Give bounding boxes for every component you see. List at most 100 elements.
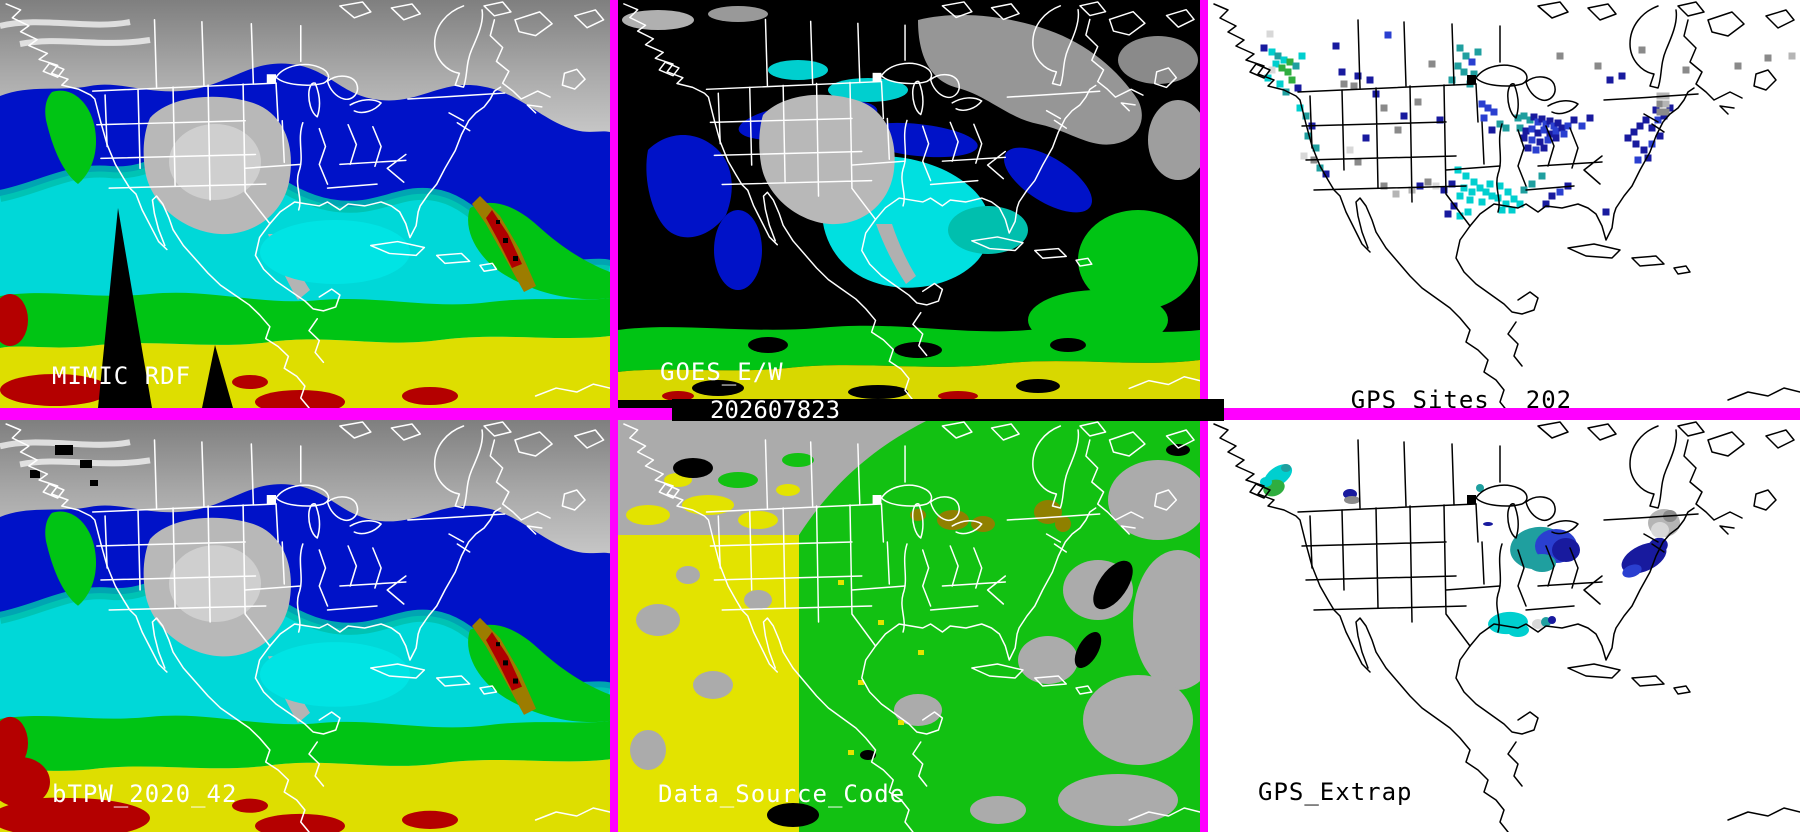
gps-site-dot <box>1666 104 1674 112</box>
panel-data-source-code: Data_Source_Code <box>618 420 1200 832</box>
gps-site-dot <box>1560 130 1568 138</box>
gps-site-dot <box>1478 198 1486 206</box>
gps-site-dot <box>1464 208 1472 216</box>
gps-site-dot <box>1444 210 1452 218</box>
gps-site-dot <box>1316 164 1324 172</box>
gps-site-dot <box>1570 116 1578 124</box>
gps-site-dot <box>1496 182 1504 190</box>
gps-extrap-blob <box>1622 564 1642 578</box>
gps-site-dot <box>1460 68 1468 76</box>
gps-site-dot <box>1470 70 1478 78</box>
gps-site-dot <box>1546 117 1554 125</box>
gps-site-dot <box>1294 84 1302 92</box>
gps-site-dot <box>1586 114 1594 122</box>
gps-site-dot <box>1642 116 1650 124</box>
gps-site-dot <box>1470 178 1478 186</box>
gps-site-dot <box>1450 202 1458 210</box>
gps-extrap-blob <box>1476 484 1484 492</box>
gps-extrap-blob <box>1548 616 1556 624</box>
gps-site-dot <box>1528 180 1536 188</box>
btpw-satellite-image <box>0 420 610 832</box>
gps-site-dot <box>1440 186 1448 194</box>
gps-site-dot <box>1488 192 1496 200</box>
gps-site-dot <box>1380 104 1388 112</box>
panel-label-mimic: MIMIC RDF <box>52 362 192 390</box>
gps-sites-map <box>1208 0 1800 412</box>
gps-site-dot <box>1542 200 1550 208</box>
gps-site-dot <box>1788 52 1796 60</box>
gps-site-dot <box>1394 126 1402 134</box>
timestamp-bar: 202607823 <box>672 396 1224 424</box>
gps-site-dot <box>1300 152 1308 160</box>
gps-site-dot <box>1268 48 1276 56</box>
gps-site-dot <box>1538 115 1546 123</box>
gps-site-dot <box>1292 62 1300 70</box>
gps-site-dot <box>1522 127 1530 135</box>
gps-site-dot <box>1456 192 1464 200</box>
gps-site-dot <box>1384 31 1392 39</box>
gps-extrap-blob <box>1344 496 1360 504</box>
gps-site-dot <box>1460 184 1468 192</box>
timestamp-text: 202607823 <box>710 396 841 424</box>
gps-site-dot <box>1552 134 1560 142</box>
gps-site-dot <box>1644 154 1652 162</box>
gps-extrap-blob <box>1532 619 1544 629</box>
gps-site-dot <box>1266 30 1274 38</box>
gps-site-dot <box>1632 140 1640 148</box>
gps-site-dot <box>1648 140 1656 148</box>
gps-site-dot <box>1544 136 1552 144</box>
goes-satellite-image <box>618 0 1200 400</box>
panel-label-goes: GOES_E/W <box>660 358 784 386</box>
gps-site-dot <box>1504 188 1512 196</box>
gps-site-dot <box>1486 180 1494 188</box>
gps-site-dot <box>1482 188 1490 196</box>
gps-site-dot <box>1508 206 1516 214</box>
gps-site-dot <box>1454 62 1462 70</box>
gps-site-dot <box>1624 134 1632 142</box>
gps-site-dot <box>1466 196 1474 204</box>
gps-extrap-map <box>1208 420 1800 832</box>
gps-site-dot <box>1520 112 1528 120</box>
gps-site-dot <box>1484 104 1492 112</box>
gps-site-dot <box>1302 112 1310 120</box>
gps-site-dot <box>1346 146 1354 154</box>
gps-site-dot <box>1416 182 1424 190</box>
gps-site-dot <box>1542 120 1550 128</box>
gps-site-dot <box>1476 184 1484 192</box>
gps-site-dot <box>1268 66 1276 74</box>
gps-site-dot <box>1278 64 1286 72</box>
gps-site-dot <box>1662 100 1670 108</box>
gps-site-dot <box>1526 116 1534 124</box>
gps-site-dot <box>1284 68 1292 76</box>
gps-site-dot <box>1540 126 1548 134</box>
gps-site-dot <box>1528 125 1536 133</box>
gps-site-dot <box>1496 120 1504 128</box>
data-source-map <box>618 420 1200 832</box>
panel-gps-extrap: GPS_Extrap <box>1208 420 1800 832</box>
gps-site-dot <box>1298 52 1306 60</box>
gps-site-dot <box>1534 129 1542 137</box>
gps-extrap-blob <box>1528 554 1556 572</box>
gps-site-dot <box>1322 170 1330 178</box>
gps-site-dot <box>1502 124 1510 132</box>
gps-site-dot <box>1366 76 1374 84</box>
gps-site-dot <box>1424 178 1432 186</box>
gps-site-dot <box>1558 124 1566 132</box>
gps-site-dot <box>1332 42 1340 50</box>
panel-goes-ew: GOES_E/W <box>618 0 1200 400</box>
gps-site-dot <box>1556 52 1564 60</box>
mimic-satellite-image <box>0 0 610 408</box>
panel-label-btpw: bTPW_2020_42 <box>52 780 238 808</box>
gps-site-dot <box>1304 132 1312 140</box>
gps-site-dot <box>1276 80 1284 88</box>
gps-sites-caption: GPS Sites 202 <box>1350 386 1573 412</box>
gps-site-dot <box>1530 113 1538 121</box>
gps-site-dot <box>1260 44 1268 52</box>
gps-site-dot <box>1498 206 1506 214</box>
gps-site-dot <box>1594 62 1602 70</box>
gps-site-dot <box>1286 58 1294 66</box>
gps-site-dot <box>1338 68 1346 76</box>
gps-site-dot <box>1618 72 1626 80</box>
gps-site-dot <box>1682 66 1690 74</box>
